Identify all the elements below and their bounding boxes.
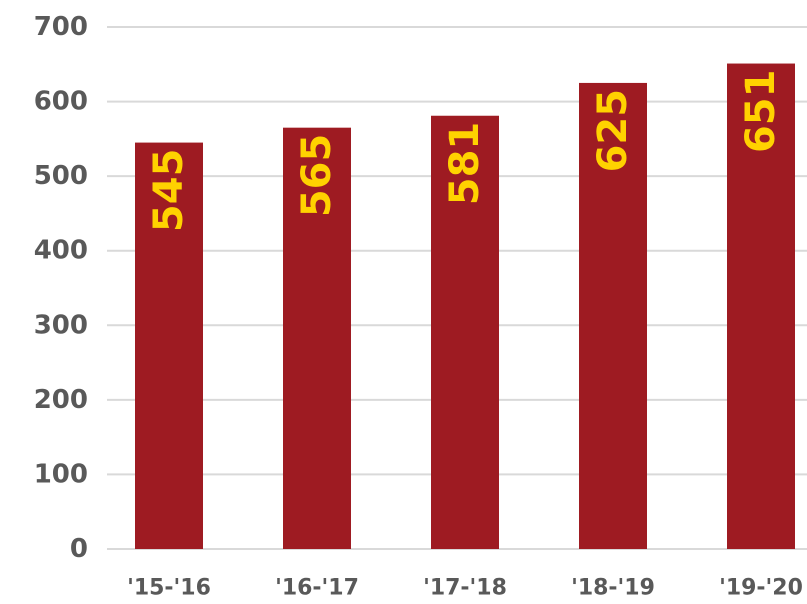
x-tick-label: '16-'17 (275, 576, 359, 601)
value-label: 625 (590, 89, 636, 173)
value-label: 565 (294, 134, 340, 218)
y-tick-label: 700 (34, 12, 88, 42)
x-tick-label: '17-'18 (423, 576, 507, 601)
y-tick-label: 0 (70, 534, 88, 564)
y-tick-label: 600 (34, 87, 88, 117)
x-tick-label: '18-'19 (571, 576, 655, 601)
value-label: 651 (738, 70, 784, 154)
y-tick-label: 100 (34, 459, 88, 489)
x-tick-label: '19-'20 (719, 576, 803, 601)
x-tick-label: '15-'16 (127, 576, 211, 601)
bar (431, 115, 499, 550)
y-tick-label: 300 (34, 310, 88, 340)
y-tick-label: 400 (34, 236, 88, 266)
bar (283, 127, 351, 550)
y-tick-label: 200 (34, 385, 88, 415)
bar (579, 82, 647, 549)
value-label: 581 (442, 122, 488, 205)
y-tick-label: 500 (34, 161, 88, 191)
bar (135, 142, 203, 550)
value-label: 545 (146, 149, 192, 233)
bar (727, 63, 795, 549)
